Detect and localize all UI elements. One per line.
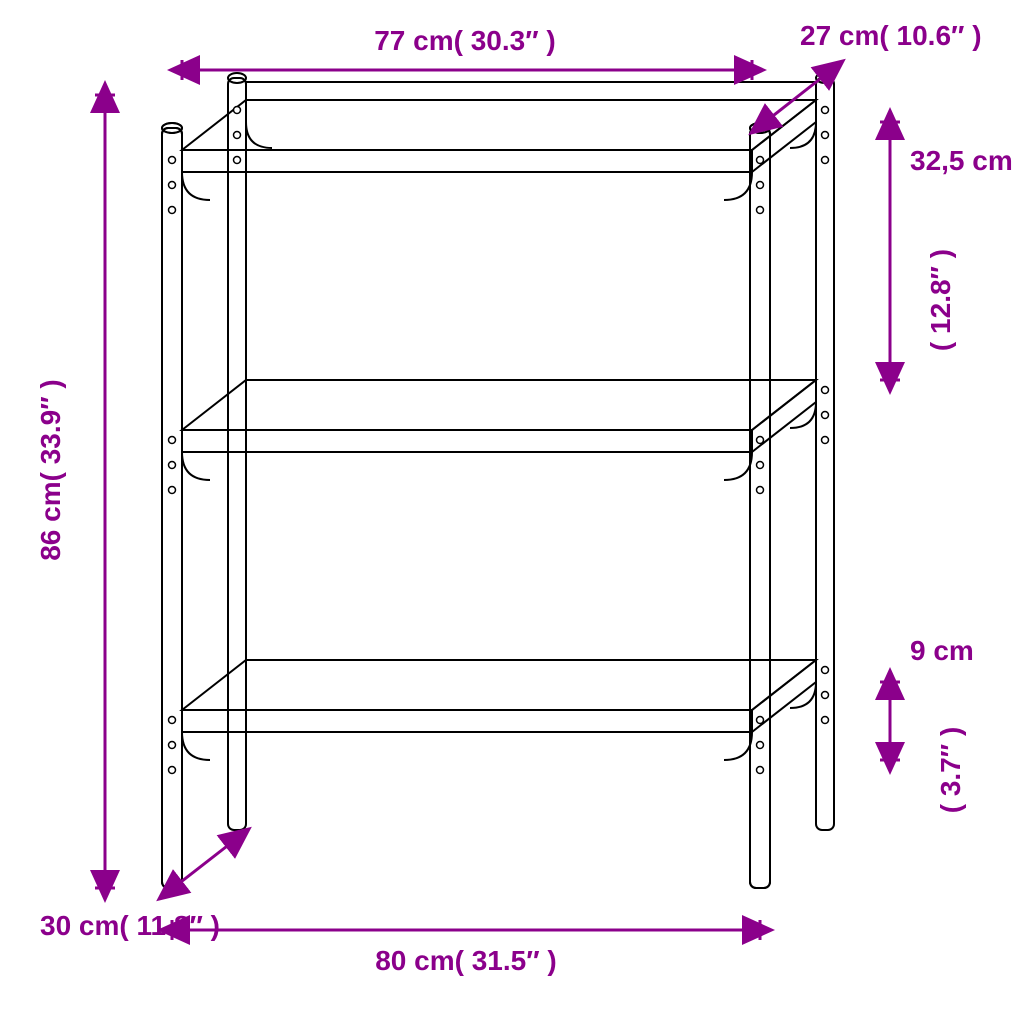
svg-text:( 12.8″ ): ( 12.8″ ) [925,249,956,351]
label-tier-cm: 32,5 cm [910,145,1013,176]
dim-overall-width: 80 cm( 31.5″ ) [172,920,760,976]
tray-bottom [182,660,816,760]
svg-text:27 cm( 10.6″ ): 27 cm( 10.6″ ) [800,20,982,51]
dim-shelf-width: 77 cm( 30.3″ ) [182,25,752,80]
svg-text:( 3.7″ ): ( 3.7″ ) [935,727,966,814]
svg-text:30 cm( 11.8″ ): 30 cm( 11.8″ ) [40,910,220,941]
dim-depth-bottom: 30 cm( 11.8″ ) [40,836,240,941]
shelf-unit [162,73,834,888]
rivets [169,107,829,774]
svg-text:9 cm: 9 cm [910,635,974,666]
svg-text:77 cm( 30.3″ ): 77 cm( 30.3″ ) [374,25,556,56]
dim-depth-top: 27 cm( 10.6″ ) [760,20,982,126]
dimension-diagram: 86 cm( 33.9″ ) 77 cm( 30.3″ ) 27 cm( 10.… [0,0,1024,1024]
dim-tier-spacing: 32,5 cm ( 12.8″ ) [880,122,1013,380]
tray-top [182,82,816,200]
label-height-cm: 86 cm( 33.9″ ) [35,379,66,561]
dim-ground-clear: 9 cm ( 3.7″ ) [880,635,974,813]
tray-middle [182,380,816,480]
dim-height-total: 86 cm( 33.9″ ) [35,95,115,888]
svg-text:80 cm( 31.5″ ): 80 cm( 31.5″ ) [375,945,557,976]
